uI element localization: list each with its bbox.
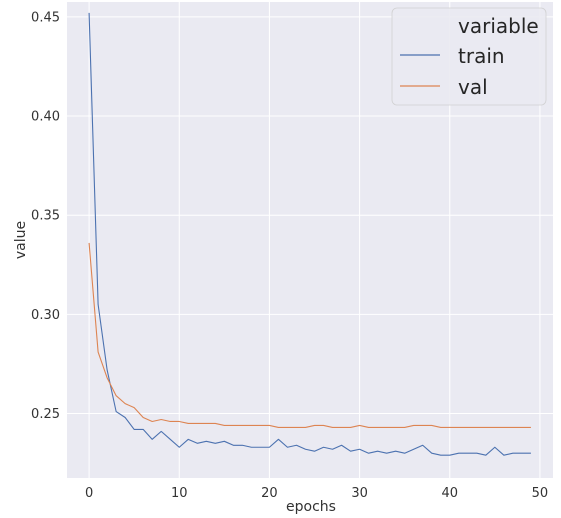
legend-title: variable <box>458 14 539 38</box>
legend-box <box>391 7 547 106</box>
x-tick-label-2: 20 <box>261 486 278 501</box>
series-line-val <box>88 242 531 428</box>
x-axis-ticks: 0 10 20 30 40 50 <box>85 486 548 501</box>
x-tick-label-5: 50 <box>532 486 549 501</box>
x-tick-label-0: 0 <box>85 486 93 501</box>
x-tick-label-1: 10 <box>171 486 188 501</box>
y-tick-label-1: 0.30 <box>31 308 60 323</box>
series-lines <box>88 12 531 456</box>
series-line-train <box>88 12 531 456</box>
y-tick-label-0: 0.25 <box>31 407 60 422</box>
y-tick-label-2: 0.35 <box>31 209 60 224</box>
legend-label-train: train <box>458 44 505 68</box>
x-tick-label-3: 30 <box>351 486 368 501</box>
y-tick-label-4: 0.45 <box>31 10 60 25</box>
legend: variable train val <box>391 7 547 106</box>
legend-label-val: val <box>458 75 488 99</box>
x-tick-label-4: 40 <box>441 486 458 501</box>
y-tick-label-3: 0.40 <box>31 110 60 125</box>
x-axis-title: epochs <box>286 499 336 515</box>
y-axis-ticks: 0.25 0.30 0.35 0.40 0.45 <box>31 10 60 422</box>
y-axis-title: value <box>13 221 29 259</box>
